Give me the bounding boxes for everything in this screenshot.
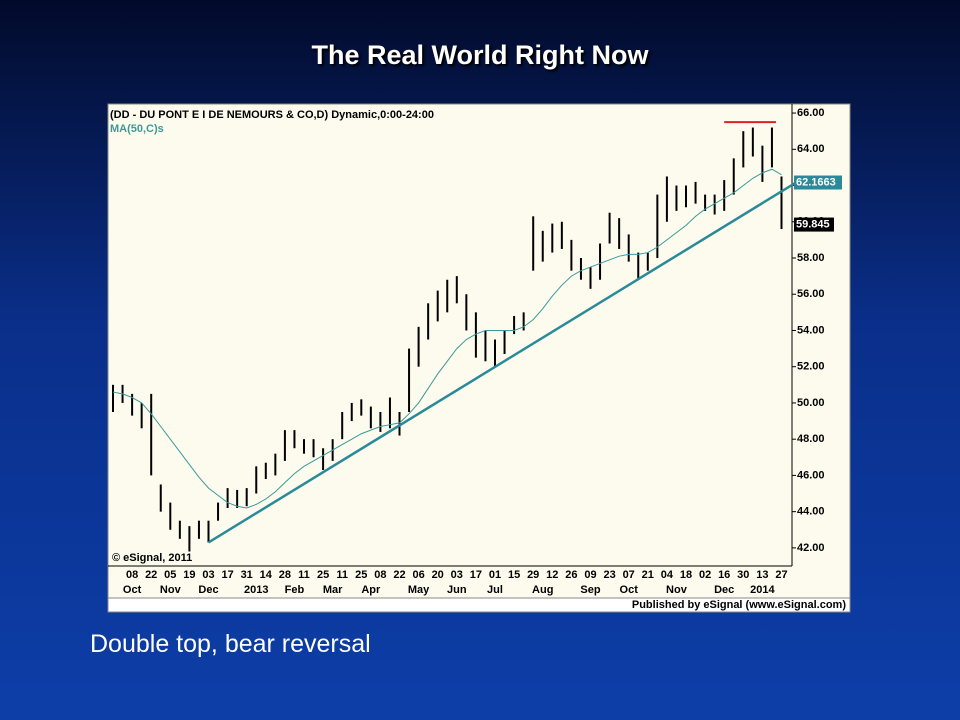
footer bbox=[107, 597, 851, 613]
x-month-label: May bbox=[408, 584, 430, 596]
copyright: © eSignal, 2011 bbox=[112, 552, 192, 564]
x-tick-label: 30 bbox=[737, 569, 749, 581]
x-tick-label: 03 bbox=[202, 569, 214, 581]
x-tick-label: 03 bbox=[451, 569, 463, 581]
y-tick-label: 50.00 bbox=[797, 397, 825, 409]
x-tick-label: 11 bbox=[336, 569, 348, 581]
x-tick-label: 12 bbox=[546, 569, 558, 581]
x-month-label: Jul bbox=[487, 584, 503, 596]
x-tick-label: 15 bbox=[508, 569, 520, 581]
x-tick-label: 09 bbox=[584, 569, 596, 581]
x-month-label: Oct bbox=[123, 584, 142, 596]
x-tick-label: 26 bbox=[565, 569, 577, 581]
x-month-label: Nov bbox=[160, 584, 182, 596]
slide-title: The Real World Right Now bbox=[311, 40, 649, 70]
x-tick-label: 17 bbox=[470, 569, 482, 581]
y-tick-label: 48.00 bbox=[797, 433, 825, 445]
x-tick-label: 08 bbox=[126, 569, 138, 581]
x-tick-label: 05 bbox=[164, 569, 176, 581]
x-tick-label: 25 bbox=[317, 569, 329, 581]
x-tick-label: 18 bbox=[680, 569, 692, 581]
x-tick-label: 06 bbox=[412, 569, 424, 581]
x-tick-label: 13 bbox=[756, 569, 768, 581]
x-tick-label: 31 bbox=[241, 569, 253, 581]
x-month-label: 2014 bbox=[750, 584, 775, 596]
x-tick-label: 23 bbox=[603, 569, 615, 581]
price-label: 59.845 bbox=[796, 218, 830, 230]
x-tick-label: 07 bbox=[623, 569, 635, 581]
y-tick-label: 46.00 bbox=[797, 469, 825, 481]
x-tick-label: 25 bbox=[355, 569, 367, 581]
x-tick-label: 01 bbox=[489, 569, 501, 581]
x-month-label: Mar bbox=[323, 584, 343, 596]
x-tick-label: 02 bbox=[699, 569, 711, 581]
trendline bbox=[207, 181, 797, 544]
x-month-label: Aug bbox=[532, 584, 553, 596]
x-month-label: Dec bbox=[714, 584, 734, 596]
y-tick-label: 58.00 bbox=[797, 252, 825, 264]
x-tick-label: 28 bbox=[279, 569, 291, 581]
x-tick-label: 17 bbox=[221, 569, 233, 581]
x-tick-label: 14 bbox=[260, 569, 273, 581]
x-month-label: Dec bbox=[198, 584, 218, 596]
x-month-label: Oct bbox=[620, 584, 639, 596]
trend-label: 62.1663 bbox=[796, 176, 836, 188]
x-tick-label: 27 bbox=[775, 569, 787, 581]
y-tick-label: 66.00 bbox=[797, 107, 825, 119]
x-tick-label: 22 bbox=[145, 569, 157, 581]
legend-ma: MA(50,C)s bbox=[110, 123, 164, 135]
publisher: Published by eSignal (www.eSignal.com) bbox=[632, 599, 846, 611]
x-tick-label: 04 bbox=[661, 569, 674, 581]
x-tick-label: 08 bbox=[374, 569, 386, 581]
x-month-label: Apr bbox=[361, 584, 381, 596]
price-box bbox=[794, 217, 834, 232]
x-tick-label: 19 bbox=[183, 569, 195, 581]
y-tick-label: 64.00 bbox=[797, 143, 825, 155]
y-tick-label: 54.00 bbox=[797, 324, 825, 336]
x-month-label: Sep bbox=[580, 584, 600, 596]
y-tick-label: 56.00 bbox=[797, 288, 825, 300]
x-month-label: Jun bbox=[447, 584, 467, 596]
x-month-label: Nov bbox=[666, 584, 688, 596]
y-tick-label: 42.00 bbox=[797, 542, 825, 554]
x-tick-label: 20 bbox=[432, 569, 444, 581]
x-tick-label: 29 bbox=[527, 569, 539, 581]
x-month-label: Feb bbox=[285, 584, 305, 596]
y-tick-label: 44.00 bbox=[797, 506, 825, 518]
x-tick-label: 16 bbox=[718, 569, 730, 581]
x-tick-label: 22 bbox=[393, 569, 405, 581]
ma-line bbox=[112, 168, 782, 509]
caption: Double top, bear reversal bbox=[90, 630, 371, 658]
x-month-label: 2013 bbox=[244, 584, 268, 596]
x-tick-label: 11 bbox=[298, 569, 310, 581]
x-tick-label: 21 bbox=[642, 569, 654, 581]
y-tick-label: 52.00 bbox=[797, 361, 825, 373]
chart-title: (DD - DU PONT E I DE NEMOURS & CO,D) Dyn… bbox=[110, 109, 434, 121]
trend-box bbox=[794, 175, 842, 190]
